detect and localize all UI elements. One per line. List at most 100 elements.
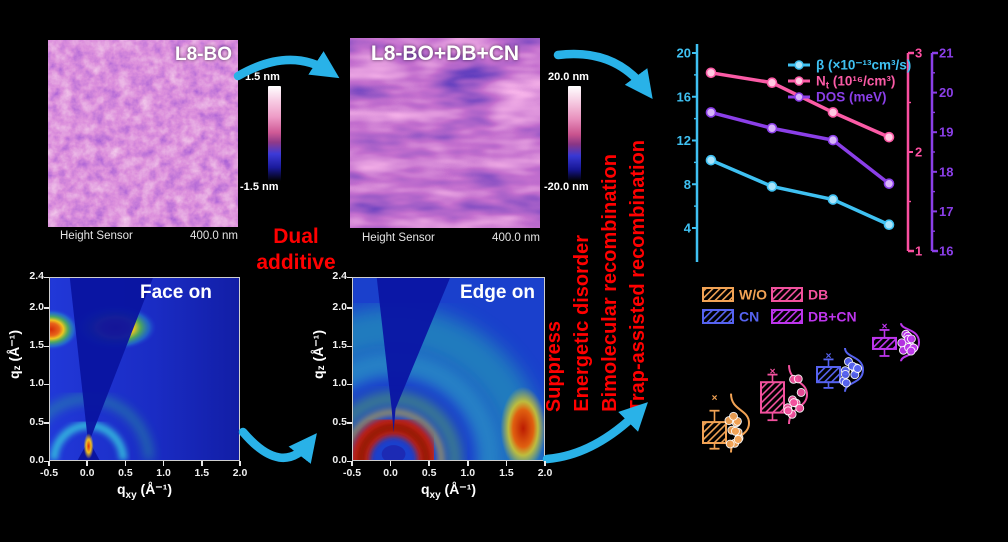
x-axis-tick bbox=[351, 461, 353, 466]
x-axis-tick-label: -0.5 bbox=[39, 467, 59, 479]
x-axis-tick bbox=[124, 461, 127, 466]
in-plane-pi-peak bbox=[500, 386, 544, 460]
missing-wedge bbox=[69, 278, 153, 439]
DB-box bbox=[760, 381, 785, 414]
x-axis-tick-label: -0.5 bbox=[342, 467, 362, 479]
right2-axis-tick-label: 18 bbox=[939, 164, 953, 179]
y-axis-tick bbox=[347, 345, 352, 347]
giwaxs-face-xlabel: qxy (Å⁻¹) bbox=[116, 481, 173, 501]
right2-axis-tick-label: 17 bbox=[939, 204, 953, 219]
Nt-legend-label: Nt (10¹⁶/cm³) bbox=[816, 74, 895, 92]
afm-right-colorbar-min: -20.0 nm bbox=[544, 181, 589, 193]
left-axis-tick-label: 12 bbox=[677, 133, 691, 148]
giwaxs-face-on-plot bbox=[49, 277, 240, 461]
afm-left-colorbar-max: 1.5 nm bbox=[245, 71, 280, 83]
DB+CN-box bbox=[872, 336, 897, 350]
x-axis-tick-label: 0.5 bbox=[118, 467, 133, 479]
left-axis-tick-label: 16 bbox=[677, 89, 691, 104]
dual-additive-line1: Dual bbox=[273, 225, 319, 248]
missing-wedge bbox=[376, 278, 450, 433]
W/O-scatter-dot bbox=[725, 439, 735, 449]
DOS-data-point bbox=[705, 107, 717, 118]
afm-left-colorbar bbox=[268, 86, 281, 183]
W/O-scatter-dot bbox=[733, 434, 743, 444]
box-violin-chart: × × × × W/O DB CN DB+CN bbox=[702, 287, 921, 453]
y-axis-tick bbox=[347, 383, 352, 386]
DB+CN-scatter-dot bbox=[906, 334, 916, 344]
x-axis-tick-label: 2.0 bbox=[537, 467, 553, 479]
x-axis-tick bbox=[389, 461, 392, 466]
y-axis-tick-label: 0.0 bbox=[29, 454, 44, 466]
afm-left-colorbar-min: -1.5 nm bbox=[240, 181, 279, 193]
DB+CN-violin bbox=[900, 322, 921, 362]
DB-scatter-dot bbox=[783, 406, 793, 416]
x-axis-tick-label: 2.0 bbox=[232, 467, 248, 479]
x-axis-tick bbox=[428, 461, 430, 466]
DB-legend-label: DB bbox=[808, 287, 828, 303]
Nt-data-point bbox=[705, 67, 717, 79]
DOS-line bbox=[710, 110, 891, 186]
x-axis-tick-label: 0.0 bbox=[79, 467, 95, 479]
bimolecular-recombination-label: Bimolecular recombination bbox=[599, 154, 621, 412]
y-axis-tick bbox=[44, 345, 49, 347]
right2-axis-tick-label: 19 bbox=[939, 125, 953, 140]
DB-scatter-dot bbox=[789, 398, 799, 408]
W/O-scatter-dot bbox=[731, 426, 740, 436]
giwaxs-face-ylabel: qz (Å⁻¹) bbox=[6, 330, 23, 379]
y-axis-tick-label: 2.4 bbox=[332, 270, 347, 282]
right2-axis-tick-label: 20 bbox=[939, 85, 953, 100]
x-axis-tick bbox=[505, 461, 508, 466]
y-axis-tick bbox=[347, 422, 352, 424]
x-axis-tick bbox=[86, 461, 88, 466]
y-axis-tick bbox=[347, 460, 352, 462]
left-axis-tick-label: 8 bbox=[684, 177, 691, 192]
x-axis-tick bbox=[162, 461, 165, 466]
DOS-data-point bbox=[827, 134, 839, 146]
y-axis-tick-label: 2.0 bbox=[332, 300, 347, 313]
DB-mean-marker: × bbox=[770, 366, 776, 377]
dual-additive-label: Dual additive bbox=[240, 224, 352, 276]
giwaxs-edge-on-title: Edge on bbox=[460, 282, 535, 303]
y-axis-tick-label: 1.0 bbox=[332, 377, 347, 390]
DB-scatter-dot bbox=[793, 374, 803, 384]
Nt-data-point bbox=[883, 131, 895, 143]
DOS-data-point bbox=[766, 122, 778, 134]
afm-left-caption-sensor: Height Sensor bbox=[60, 230, 133, 242]
giwaxs-edge-ylabel: qz (Å⁻¹) bbox=[310, 330, 327, 379]
afm-right-colorbar-max: 20.0 nm bbox=[548, 71, 589, 83]
y-axis-tick-label: 0.5 bbox=[332, 415, 347, 428]
y-axis-tick bbox=[44, 276, 49, 278]
afm-right-caption-scale: 400.0 nm bbox=[492, 232, 540, 244]
pi-stacking-peak-mirror bbox=[50, 308, 79, 351]
y-axis-tick-label: 0.0 bbox=[332, 454, 347, 466]
x-axis-tick bbox=[544, 461, 546, 466]
beta-data-point bbox=[766, 181, 778, 192]
x-axis-tick-label: 0.5 bbox=[421, 467, 437, 479]
x-axis-tick-label: 1.0 bbox=[156, 467, 171, 479]
y-axis-tick-label: 0.5 bbox=[29, 415, 44, 428]
Nt-data-point bbox=[766, 77, 778, 89]
arrow-giwaxs-to-boxplot bbox=[542, 402, 648, 464]
DB+CN-mean-marker: × bbox=[882, 322, 888, 333]
y-axis-tick bbox=[44, 383, 49, 386]
beta-line bbox=[710, 158, 890, 227]
CN-scatter-dot bbox=[841, 378, 851, 388]
giwaxs-edge-xlabel: qxy (Å⁻¹) bbox=[420, 481, 477, 501]
x-axis-tick-label: 0.0 bbox=[383, 467, 398, 479]
afm-image-l8bo-db-cn bbox=[350, 38, 540, 228]
x-axis-tick bbox=[48, 461, 50, 466]
CN-legend-swatch bbox=[702, 309, 734, 324]
x-axis-tick-label: 1.5 bbox=[194, 467, 210, 479]
beta-data-point bbox=[883, 219, 895, 231]
beta-legend-marker bbox=[794, 60, 804, 70]
W/O-mean-marker: × bbox=[712, 393, 718, 404]
afm-left-title: L8-BO bbox=[175, 44, 232, 65]
x-axis-tick bbox=[201, 461, 203, 466]
dual-additive-line2: additive bbox=[256, 251, 336, 274]
x-axis-tick-label: 1.0 bbox=[460, 467, 476, 479]
CN-mean-marker: × bbox=[826, 351, 832, 362]
afm-image-l8bo bbox=[48, 40, 238, 227]
suppress-label: Suppress bbox=[543, 320, 565, 412]
